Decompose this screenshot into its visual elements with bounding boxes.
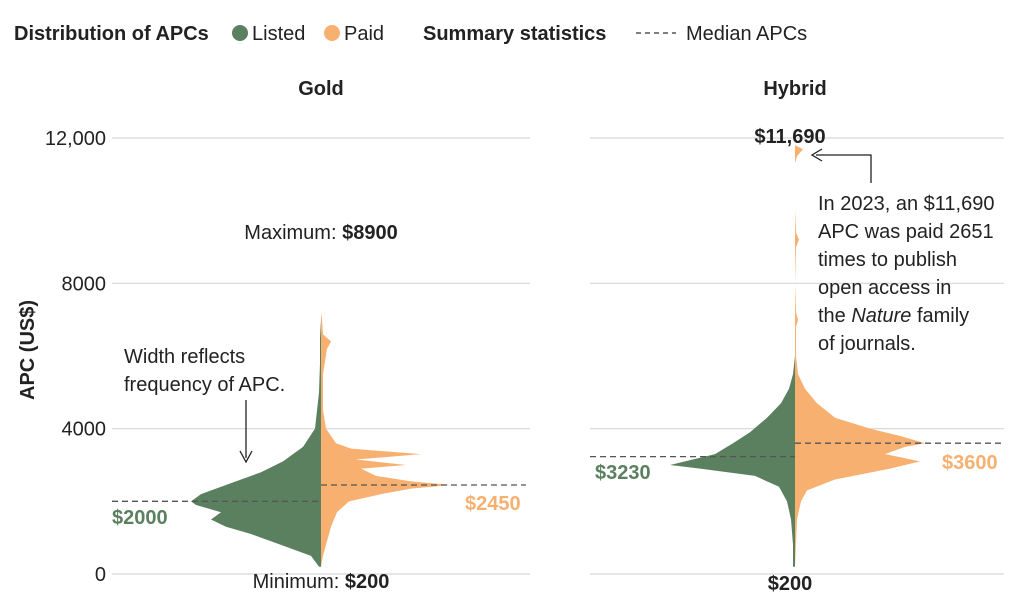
hybrid-note-line5: the Nature family — [818, 305, 969, 327]
violins — [191, 145, 925, 567]
hybrid-note-arrowhead — [810, 148, 823, 162]
y-tick-label: 12,000 — [45, 128, 106, 150]
legend-paid-swatch — [324, 25, 340, 41]
y-tick-label: 8000 — [62, 273, 107, 295]
hybrid-minimum-value: $200 — [768, 573, 813, 595]
panel-title-hybrid: Hybrid — [763, 78, 826, 100]
violin-listed-hybrid — [670, 356, 795, 567]
hybrid-maximum-value: $11,690 — [754, 126, 825, 148]
violin-listed-gold — [191, 319, 321, 567]
panel-title-gold: Gold — [298, 78, 344, 100]
legend-summary-title: Summary statistics — [423, 23, 606, 45]
gold-maximum-annotation: Maximum: $8900 — [244, 222, 397, 244]
median-lines — [112, 442, 1004, 502]
gold-minimum-annotation: Minimum: $200 — [253, 571, 390, 593]
hybrid-note-italic: Nature — [851, 305, 911, 327]
violin-paid-gold — [321, 312, 451, 567]
gold-paid-median-label: $2450 — [465, 493, 521, 515]
gold-listed-median-label: $2000 — [112, 507, 168, 529]
width-note-line2: frequency of APC. — [124, 374, 285, 396]
legend-listed-swatch — [232, 25, 248, 41]
hybrid-note-arrow — [816, 154, 872, 183]
hybrid-note-line1: In 2023, an $11,690 — [818, 193, 994, 215]
violin-paid-hybrid — [795, 145, 925, 567]
y-tick-label: 4000 — [62, 419, 107, 441]
y-tick-label: 0 — [95, 564, 106, 586]
legend-median-label: Median APCs — [686, 23, 807, 45]
gold-minimum-prefix: Minimum: — [253, 571, 345, 593]
gold-minimum-value: $200 — [345, 571, 390, 593]
legend: Distribution of APCs Listed Paid Summary… — [14, 23, 807, 45]
hybrid-paid-median-label: $3600 — [942, 452, 998, 474]
gold-maximum-value: $8900 — [342, 222, 398, 244]
gridlines — [112, 137, 1004, 575]
hybrid-note-line6: of journals. — [818, 333, 916, 355]
gold-maximum-prefix: Maximum: — [244, 222, 342, 244]
legend-listed-label: Listed — [252, 23, 305, 45]
y-tick-labels: 0 4000 8000 12,000 — [45, 128, 106, 586]
hybrid-note-line5-rest: family — [911, 305, 969, 327]
hybrid-listed-median-label: $3230 — [595, 462, 651, 484]
legend-distribution-title: Distribution of APCs — [14, 23, 209, 45]
hybrid-note-line4: open access in — [818, 277, 951, 299]
legend-paid-label: Paid — [344, 23, 384, 45]
width-note-arrowhead — [239, 450, 253, 464]
hybrid-note: In 2023, an $11,690 APC was paid 2651 ti… — [818, 193, 994, 355]
hybrid-note-line3: times to publish — [818, 249, 957, 271]
hybrid-note-line2: APC was paid 2651 — [818, 221, 994, 243]
width-note-line1: Width reflects — [124, 346, 245, 368]
y-axis-title: APC (US$) — [17, 300, 39, 400]
